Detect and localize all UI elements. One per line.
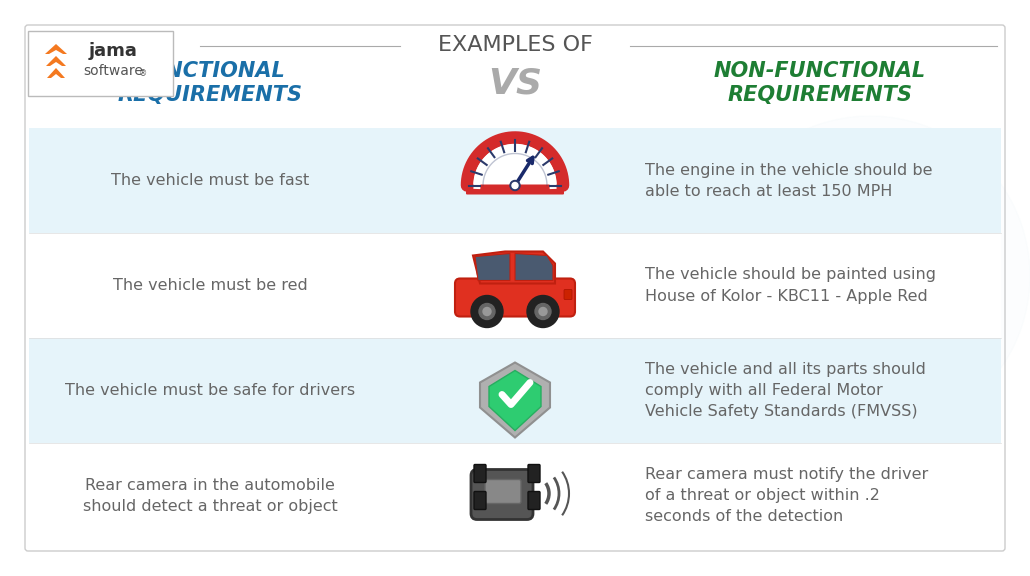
Polygon shape xyxy=(475,253,510,281)
FancyBboxPatch shape xyxy=(29,443,1001,548)
Text: NON-FUNCTIONAL
REQUIREMENTS: NON-FUNCTIONAL REQUIREMENTS xyxy=(714,60,926,105)
FancyBboxPatch shape xyxy=(770,196,790,326)
Text: The vehicle and all its parts should
comply with all Federal Motor
Vehicle Safet: The vehicle and all its parts should com… xyxy=(645,362,926,419)
FancyBboxPatch shape xyxy=(528,464,540,483)
FancyBboxPatch shape xyxy=(29,128,1001,233)
FancyBboxPatch shape xyxy=(564,290,572,300)
FancyBboxPatch shape xyxy=(474,491,486,510)
FancyBboxPatch shape xyxy=(29,338,1001,442)
FancyBboxPatch shape xyxy=(466,184,564,195)
Polygon shape xyxy=(467,138,563,185)
Text: EXAMPLES OF: EXAMPLES OF xyxy=(438,35,592,55)
Text: Rear camera must notify the driver
of a threat or object within .2
seconds of th: Rear camera must notify the driver of a … xyxy=(645,467,928,524)
Text: The vehicle must be fast: The vehicle must be fast xyxy=(111,173,309,188)
Text: The engine in the vehicle should be
able to reach at least 150 MPH: The engine in the vehicle should be able… xyxy=(645,162,932,199)
Text: software: software xyxy=(83,64,143,78)
FancyBboxPatch shape xyxy=(28,31,173,96)
Circle shape xyxy=(483,308,491,316)
Polygon shape xyxy=(489,370,541,430)
Text: Rear camera in the automobile
should detect a threat or object: Rear camera in the automobile should det… xyxy=(82,478,338,513)
FancyBboxPatch shape xyxy=(528,491,540,510)
FancyBboxPatch shape xyxy=(29,233,1001,338)
Polygon shape xyxy=(46,56,66,66)
FancyBboxPatch shape xyxy=(471,469,533,520)
Text: ®: ® xyxy=(139,70,147,78)
Polygon shape xyxy=(473,252,555,283)
Text: FUNCTIONAL
REQUIREMENTS: FUNCTIONAL REQUIREMENTS xyxy=(117,60,303,105)
FancyBboxPatch shape xyxy=(25,25,1005,551)
FancyBboxPatch shape xyxy=(820,196,850,376)
Polygon shape xyxy=(515,253,553,281)
FancyBboxPatch shape xyxy=(455,279,575,316)
Circle shape xyxy=(535,304,551,320)
Polygon shape xyxy=(45,44,67,54)
Polygon shape xyxy=(480,362,550,438)
Text: VS: VS xyxy=(488,66,542,100)
Circle shape xyxy=(512,183,518,188)
Circle shape xyxy=(539,308,547,316)
FancyBboxPatch shape xyxy=(860,196,885,356)
Circle shape xyxy=(471,295,503,328)
Circle shape xyxy=(510,180,520,191)
Circle shape xyxy=(527,295,559,328)
Text: jama: jama xyxy=(89,42,137,60)
FancyBboxPatch shape xyxy=(474,464,486,483)
Text: The vehicle must be red: The vehicle must be red xyxy=(112,278,307,293)
Text: The vehicle must be safe for drivers: The vehicle must be safe for drivers xyxy=(65,383,355,398)
FancyBboxPatch shape xyxy=(895,196,915,336)
Polygon shape xyxy=(47,68,65,78)
Circle shape xyxy=(770,176,970,376)
FancyBboxPatch shape xyxy=(485,479,521,503)
Circle shape xyxy=(479,304,495,320)
Text: The vehicle should be painted using
House of Kolor - KBC11 - Apple Red: The vehicle should be painted using Hous… xyxy=(645,267,936,304)
